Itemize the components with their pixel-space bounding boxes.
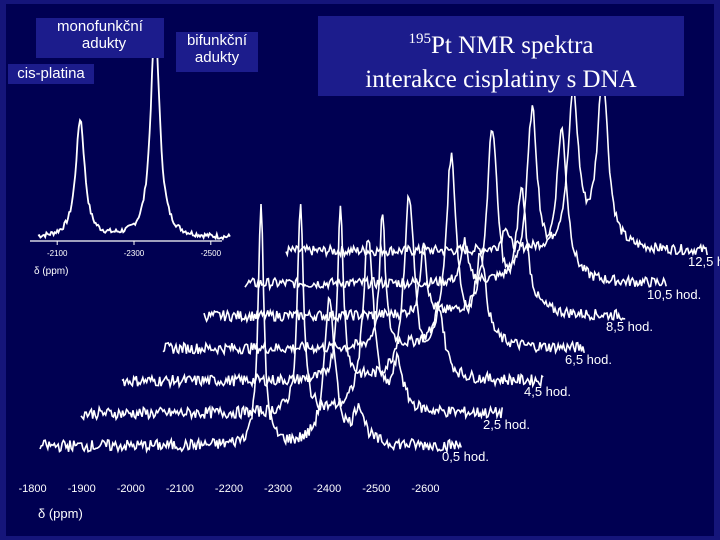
spectrum-trace: [121, 193, 544, 390]
main-tick-label: -2300: [264, 483, 292, 495]
mono-label-line1: monofunkční: [57, 18, 143, 35]
spectrum-trace: [39, 203, 462, 455]
time-label: 10,5 hod.: [647, 286, 702, 302]
title-line1: 195Pt NMR spektra: [318, 22, 684, 63]
title-line2: interakce cisplatiny s DNA: [365, 66, 637, 93]
inset-tick-label: -2100: [47, 249, 68, 258]
slide-title: 195Pt NMR spektra interakce cisplatiny s…: [318, 16, 684, 96]
spectrum-trace: [80, 204, 503, 422]
inset-x-axis: -2100 -2300 -2500: [30, 240, 222, 258]
monofunctional-adducts-label: monofunkční adukty: [36, 18, 164, 58]
main-tick-label: -2600: [411, 483, 439, 495]
time-label: 8,5 hod.: [606, 319, 653, 334]
spectrum-trace: [285, 73, 708, 259]
spectrum-trace: [203, 129, 626, 324]
cis-platina-label: cis-platina: [8, 64, 94, 84]
isotope-mass: 195: [408, 31, 432, 47]
main-tick-label: -2100: [166, 483, 194, 495]
bi-label-line1: bifunkční: [186, 32, 248, 49]
spectrum-trace: [162, 152, 585, 357]
main-tick-label: -1900: [68, 483, 96, 495]
time-label: 2,5 hod.: [483, 416, 530, 432]
bifunctional-adducts-label: bifunkční adukty: [176, 32, 258, 72]
main-tick-label: -2200: [215, 483, 243, 495]
time-label: 12,5 h.: [688, 254, 720, 269]
main-axis-label: δ (ppm): [38, 506, 83, 521]
time-label: 0,5 hod.: [442, 449, 489, 464]
main-x-axis: -1800 -1900 -2000 -2100 -2200 -2300 -2400 -2500…: [18, 483, 439, 495]
mono-label-line2: adukty: [81, 35, 127, 52]
inset-spectrum-line: [37, 22, 231, 241]
spectrum-trace: [244, 105, 667, 292]
inset-axis-label: δ (ppm): [34, 266, 69, 277]
time-label: 4,5 hod.: [524, 384, 571, 399]
main-tick-label: -2000: [117, 483, 145, 495]
time-series-spectra: [39, 73, 708, 455]
time-label: 6,5 hod.: [565, 351, 612, 367]
main-tick-label: -2400: [313, 483, 341, 495]
bi-label-line2: adukty: [194, 49, 240, 66]
main-tick-label: -1800: [18, 483, 46, 495]
inset-tick-label: -2500: [201, 249, 222, 258]
main-tick-label: -2500: [362, 483, 390, 495]
inset-tick-label: -2300: [124, 249, 145, 258]
title-line1-text: Pt NMR spektra: [431, 32, 594, 59]
reference-spectrum: [37, 22, 231, 241]
